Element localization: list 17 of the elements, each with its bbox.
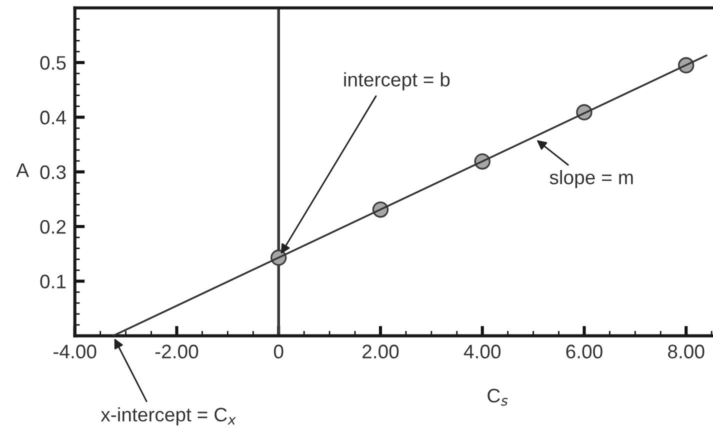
- y-tick-label: 0.1: [40, 274, 66, 288]
- x-tick-label: 4.00: [464, 344, 501, 358]
- annotation: x-intercept = C$_{x}$: [100, 407, 236, 426]
- y-tick-label: 0.5: [40, 56, 66, 70]
- y-axis-title: A: [16, 164, 29, 177]
- x-tick-label: 2.00: [362, 344, 399, 358]
- annotation: intercept = b: [344, 72, 450, 90]
- y-tick-label: 0.3: [40, 165, 66, 180]
- x-tick-label: 0: [274, 344, 284, 358]
- x-tick-label: -2.00: [155, 344, 198, 358]
- annotation: slope = m: [550, 170, 633, 188]
- x-tick-label: 8.00: [668, 344, 704, 358]
- y-tick-label: 0.2: [40, 220, 66, 234]
- x-tick-label: -4.00: [54, 344, 96, 358]
- x-axis-title: C$_{s}$: [488, 388, 508, 406]
- x-tick-label: 6.00: [566, 344, 602, 358]
- y-tick-label: 0.4: [40, 110, 66, 124]
